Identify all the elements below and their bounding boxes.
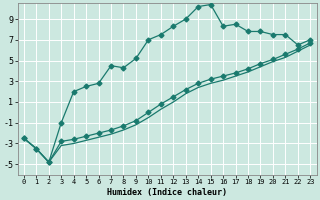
X-axis label: Humidex (Indice chaleur): Humidex (Indice chaleur)	[107, 188, 227, 197]
